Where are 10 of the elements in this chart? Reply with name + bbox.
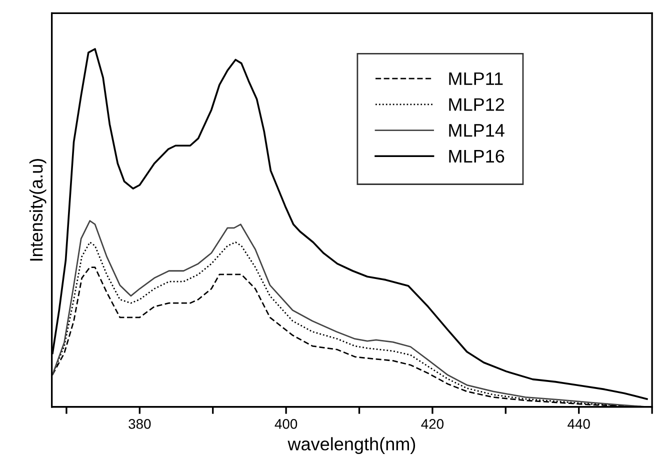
x-tick-label: 420: [421, 419, 444, 429]
x-tick-label: 440: [568, 419, 590, 429]
legend-label: MLP11: [449, 72, 503, 85]
x-axis-title: wavelength(nm): [288, 437, 416, 454]
legend-label: MLP16: [449, 150, 504, 163]
legend-label: MLP14: [449, 124, 504, 137]
x-tick-label: 400: [274, 419, 298, 429]
y-axis-title: Intensity(a.u): [29, 158, 46, 261]
legend-label: MLP12: [449, 98, 504, 111]
x-tick-label: 380: [128, 419, 151, 429]
